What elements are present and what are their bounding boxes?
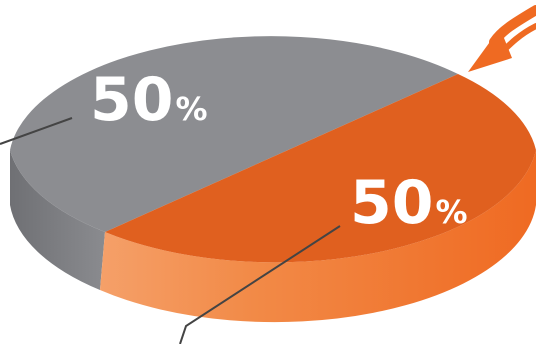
pie-side-orange (100, 150, 536, 323)
slice-label-grey: 50% (90, 65, 208, 135)
slice-label-orange-value: 50 (350, 168, 434, 238)
leader-line-grey (0, 117, 73, 145)
slice-label-orange: 50% (350, 168, 468, 238)
leader-line-orange (179, 225, 341, 344)
slice-label-grey-value: 50 (90, 65, 174, 135)
curved-pointer-arrow-icon (468, 5, 536, 72)
pie-slice-orange (105, 74, 536, 263)
pie-slice-grey (10, 36, 458, 232)
pie-side-grey (10, 150, 105, 290)
slice-label-grey-unit: % (176, 90, 208, 128)
slice-label-orange-unit: % (436, 193, 468, 231)
